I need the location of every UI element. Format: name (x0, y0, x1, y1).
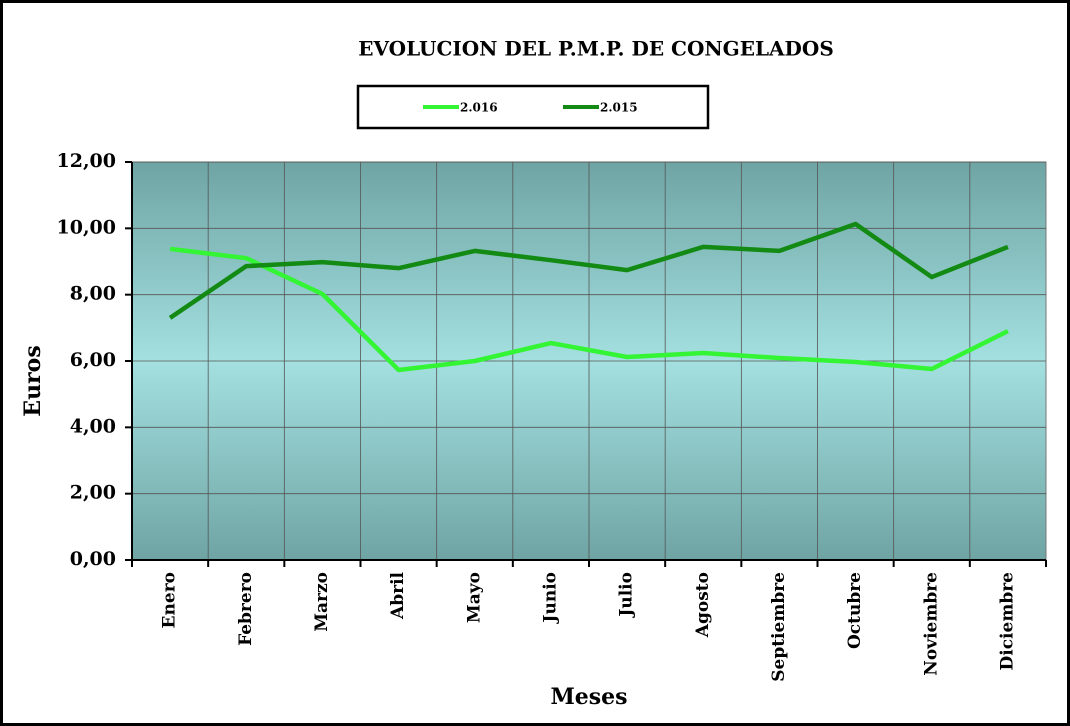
chart-title: EVOLUCION DEL P.M.P. DE CONGELADOS (358, 37, 834, 61)
y-axis-label: Euros (20, 345, 46, 416)
x-tick-label: Octubre (845, 572, 865, 649)
series-line (168, 221, 1009, 320)
y-tick-label: 4,00 (70, 415, 116, 437)
x-tick-label: Diciembre (997, 572, 1017, 671)
y-tick-label: 0,00 (70, 548, 116, 570)
y-tick-label: 8,00 (70, 283, 116, 305)
x-tick-label: Mayo (464, 572, 484, 623)
legend (356, 84, 710, 130)
x-tick-label: Abril (388, 571, 408, 619)
x-tick-label: Marzo (312, 572, 332, 632)
x-tick-label: Julio (617, 572, 637, 619)
x-tick-label: Febrero (236, 572, 256, 646)
x-tick-label: Junio (540, 572, 560, 625)
series-line (169, 246, 1009, 373)
x-axis-label: Meses (550, 684, 627, 710)
x-tick-label: Enero (160, 572, 180, 628)
y-tick-label: 10,00 (57, 216, 117, 238)
y-tick-label: 12,00 (57, 150, 117, 172)
y-tick-label: 6,00 (70, 349, 116, 371)
x-tick-label: Agosto (693, 572, 713, 638)
x-tick-label: Noviembre (921, 572, 941, 676)
legend-label: 2.015 (600, 101, 638, 115)
legend-label: 2.016 (460, 101, 498, 115)
x-tick-label: Septiembre (769, 572, 789, 682)
y-tick-label: 2,00 (70, 482, 116, 504)
